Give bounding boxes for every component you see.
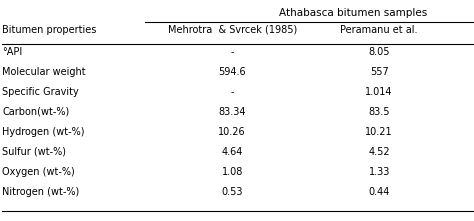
Text: Mehrotra  & Svrcek (1985): Mehrotra & Svrcek (1985) — [168, 25, 297, 35]
Text: 0.44: 0.44 — [368, 187, 390, 197]
Text: Molecular weight: Molecular weight — [2, 67, 86, 77]
Text: 8.05: 8.05 — [368, 47, 390, 57]
Text: Hydrogen (wt-%): Hydrogen (wt-%) — [2, 127, 85, 137]
Text: Specific Gravity: Specific Gravity — [2, 87, 79, 97]
Text: 557: 557 — [370, 67, 389, 77]
Text: Nitrogen (wt-%): Nitrogen (wt-%) — [2, 187, 80, 197]
Text: 10.21: 10.21 — [365, 127, 393, 137]
Text: 4.64: 4.64 — [221, 147, 243, 157]
Text: 594.6: 594.6 — [219, 67, 246, 77]
Text: 0.53: 0.53 — [221, 187, 243, 197]
Text: °API: °API — [2, 47, 23, 57]
Text: -: - — [230, 87, 234, 97]
Text: Peramanu et al.: Peramanu et al. — [340, 25, 418, 35]
Text: 83.5: 83.5 — [368, 107, 390, 117]
Text: 1.014: 1.014 — [365, 87, 393, 97]
Text: Oxygen (wt-%): Oxygen (wt-%) — [2, 167, 75, 177]
Text: Sulfur (wt-%): Sulfur (wt-%) — [2, 147, 66, 157]
Text: 4.52: 4.52 — [368, 147, 390, 157]
Text: Carbon(wt-%): Carbon(wt-%) — [2, 107, 70, 117]
Text: 1.08: 1.08 — [221, 167, 243, 177]
Text: 1.33: 1.33 — [368, 167, 390, 177]
Text: 83.34: 83.34 — [219, 107, 246, 117]
Text: Athabasca bitumen samples: Athabasca bitumen samples — [279, 8, 427, 18]
Text: 10.26: 10.26 — [219, 127, 246, 137]
Text: -: - — [230, 47, 234, 57]
Text: Bitumen properties: Bitumen properties — [2, 25, 97, 35]
